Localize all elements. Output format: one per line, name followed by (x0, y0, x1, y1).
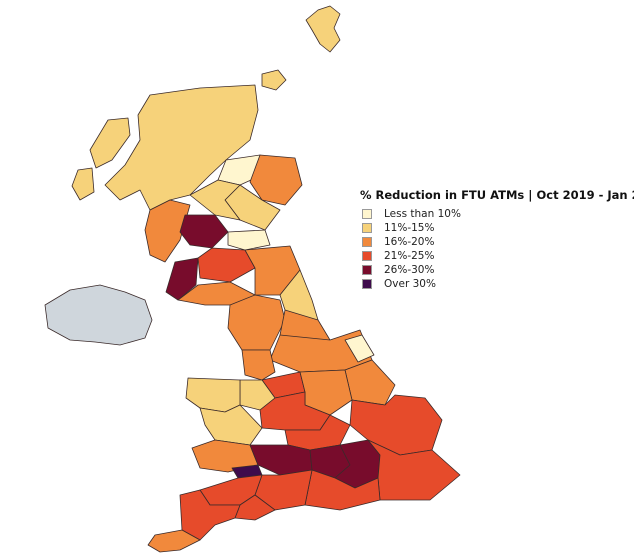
region-western-isles-south (71, 167, 95, 201)
region-cumbria (227, 294, 286, 351)
legend-swatch (362, 251, 372, 261)
legend-label: 11%-15% (384, 222, 435, 234)
legend: % Reduction in FTU ATMs | Oct 2019 - Jan… (360, 188, 634, 291)
legend-item: Less than 10% (360, 207, 634, 221)
region-fife (227, 229, 271, 251)
region-aberdeenshire (249, 154, 303, 206)
legend-swatch (362, 265, 372, 275)
legend-item: 21%-25% (360, 249, 634, 263)
region-shetland (305, 5, 341, 53)
region-essex-kent (367, 439, 461, 501)
region-argyll (144, 199, 191, 263)
legend-swatch (362, 209, 372, 219)
region-orkney (261, 69, 287, 91)
region-ayrshire (165, 257, 199, 301)
legend-item: Over 30% (360, 277, 634, 291)
legend-title: % Reduction in FTU ATMs | Oct 2019 - Jan… (360, 188, 634, 202)
region-east-riding (344, 334, 375, 363)
region-outer-hebrides (89, 117, 131, 169)
region-cornwall (147, 529, 201, 553)
legend-label: 21%-25% (384, 250, 435, 262)
region-mid-wales (199, 404, 263, 446)
region-northern-ireland (44, 284, 153, 346)
legend-label: Over 30% (384, 278, 436, 290)
legend-label: Less than 10% (384, 208, 461, 220)
legend-label: 26%-30% (384, 264, 435, 276)
region-north-wales (185, 377, 241, 413)
region-east-anglia (349, 394, 443, 456)
region-lancashire (241, 349, 276, 381)
region-glasgow (179, 214, 229, 249)
legend-item: 16%-20% (360, 235, 634, 249)
legend-item: 11%-15% (360, 221, 634, 235)
legend-label: 16%-20% (384, 236, 435, 248)
legend-swatch (362, 279, 372, 289)
legend-swatch (362, 223, 372, 233)
legend-item: 26%-30% (360, 263, 634, 277)
region-sussex (304, 469, 381, 511)
legend-swatch (362, 237, 372, 247)
